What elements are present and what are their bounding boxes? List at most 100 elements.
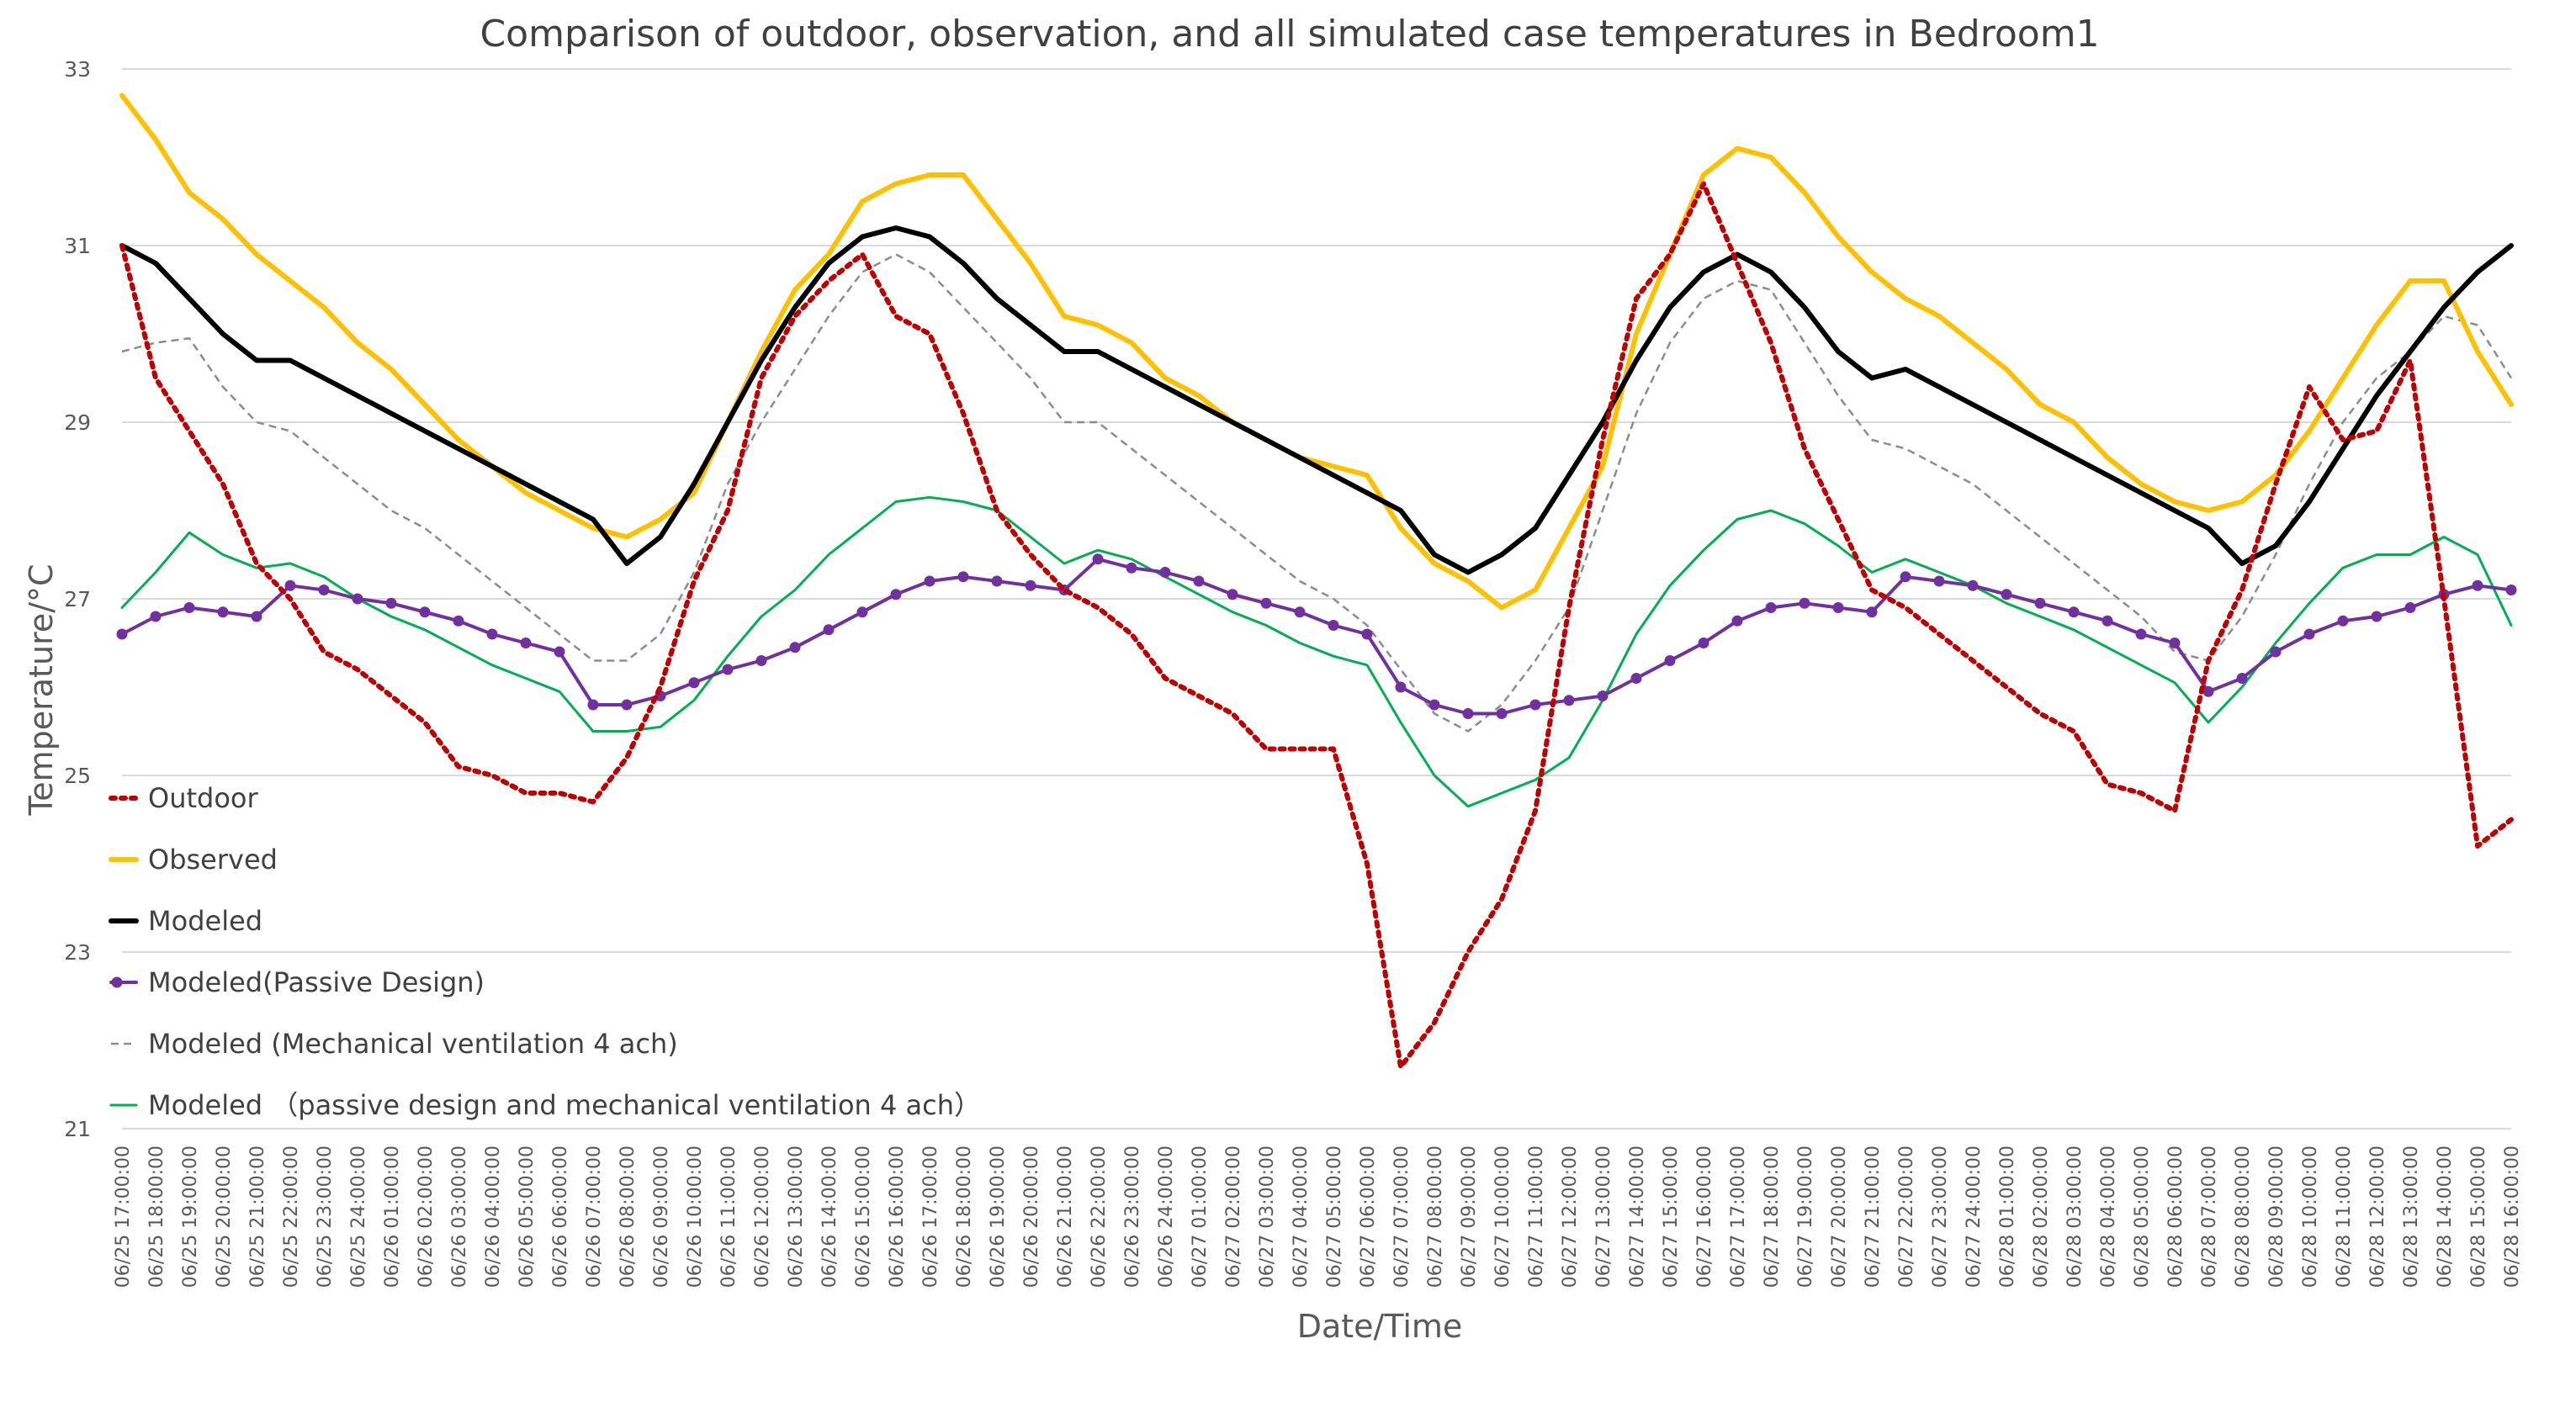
x-tick-label: 06/25 21:00:00	[247, 1146, 268, 1288]
x-tick-label: 06/27 16:00:00	[1694, 1146, 1715, 1288]
x-tick-label: 06/27 23:00:00	[1930, 1146, 1951, 1288]
legend-label: Outdoor	[148, 782, 258, 814]
x-tick-label: 06/27 17:00:00	[1728, 1146, 1749, 1288]
series-marker	[587, 699, 599, 711]
x-tick-label: 06/28 06:00:00	[2165, 1146, 2186, 1288]
series-marker	[2202, 685, 2214, 697]
x-tick-label: 06/27 21:00:00	[1863, 1146, 1884, 1288]
series-line	[120, 557, 2513, 716]
series-marker	[789, 642, 801, 653]
x-tick-label: 06/27 01:00:00	[1190, 1146, 1211, 1288]
x-tick-label: 06/28 05:00:00	[2132, 1146, 2153, 1288]
x-tick-label: 06/26 17:00:00	[920, 1146, 941, 1288]
series-marker	[284, 579, 296, 591]
series-line	[119, 225, 2514, 575]
x-tick-label: 06/28 11:00:00	[2334, 1146, 2355, 1288]
legend-item: Modeled （passive design and mechanical v…	[109, 1089, 981, 1121]
series-marker	[1462, 708, 1474, 719]
series-marker	[2102, 615, 2113, 627]
series-marker	[2169, 638, 2181, 648]
x-axis-title: Date/Time	[1297, 1308, 1463, 1345]
series-marker	[1260, 597, 1272, 609]
x-tick-label: 06/26 13:00:00	[786, 1146, 807, 1288]
x-tick-label: 06/26 23:00:00	[1122, 1146, 1143, 1288]
x-tick-label: 06/26 03:00:00	[449, 1146, 470, 1288]
legend-marker	[111, 976, 123, 988]
series-marker	[1529, 699, 1541, 711]
series-marker	[2505, 585, 2517, 595]
y-tick-label: 31	[64, 234, 91, 258]
x-tick-label: 06/28 14:00:00	[2435, 1146, 2456, 1288]
x-tick-label: 06/26 15:00:00	[853, 1146, 874, 1288]
x-tick-label: 06/26 21:00:00	[1055, 1146, 1076, 1288]
series-line	[119, 93, 2514, 611]
series-marker	[1428, 699, 1440, 711]
x-tick-label: 06/25 18:00:00	[146, 1146, 167, 1288]
series-marker	[1832, 602, 1844, 613]
y-tick-label: 23	[64, 940, 91, 965]
x-tick-label: 06/26 08:00:00	[617, 1146, 639, 1288]
x-tick-label: 06/26 05:00:00	[517, 1146, 538, 1288]
series-marker	[2303, 628, 2315, 640]
series-marker	[1294, 606, 1306, 618]
x-tick-label: 06/27 14:00:00	[1627, 1146, 1648, 1288]
y-tick-label: 21	[64, 1117, 91, 1141]
legend: Outdoor Observed Modeled Modeled(Passive De…	[109, 782, 981, 1121]
series-marker	[2472, 579, 2483, 591]
series-group	[116, 93, 2517, 1070]
x-tick-label: 06/26 19:00:00	[988, 1146, 1009, 1288]
series-marker	[1630, 673, 1642, 684]
x-tick-label: 06/28 10:00:00	[2300, 1146, 2321, 1288]
x-tick-label: 06/27 07:00:00	[1391, 1146, 1413, 1288]
series-marker	[621, 699, 633, 711]
legend-item: Outdoor	[109, 782, 258, 814]
series-marker	[890, 589, 902, 601]
x-axis-ticks: 06/25 17:00:00 06/25 18:00:00 06/25 19:00:…	[113, 1146, 2523, 1288]
x-tick-label: 06/28 15:00:00	[2468, 1146, 2489, 1288]
series-marker	[1933, 575, 1945, 587]
x-tick-label: 06/26 16:00:00	[887, 1146, 908, 1288]
x-tick-label: 06/27 03:00:00	[1257, 1146, 1278, 1288]
series-marker	[688, 677, 700, 689]
y-axis-ticks: 21 23 25 27 29 31 33	[64, 57, 91, 1141]
series-marker	[2135, 628, 2147, 640]
legend-item: Modeled(Passive Design)	[109, 966, 485, 998]
x-tick-label: 06/27 22:00:00	[1896, 1146, 1917, 1288]
series-marker	[856, 606, 868, 618]
x-tick-label: 06/26 14:00:00	[819, 1146, 840, 1288]
x-tick-label: 06/27 19:00:00	[1795, 1146, 1816, 1288]
x-tick-label: 06/27 12:00:00	[1560, 1146, 1581, 1288]
x-tick-label: 06/27 09:00:00	[1459, 1146, 1480, 1288]
x-tick-label: 06/28 13:00:00	[2401, 1146, 2422, 1288]
series-marker	[1092, 553, 1104, 565]
x-tick-label: 06/26 12:00:00	[752, 1146, 773, 1288]
series-marker	[991, 575, 1003, 587]
x-tick-label: 06/26 18:00:00	[954, 1146, 975, 1288]
series-marker	[385, 597, 397, 609]
x-tick-label: 06/28 02:00:00	[2031, 1146, 2052, 1288]
x-tick-label: 06/27 06:00:00	[1358, 1146, 1379, 1288]
legend-label: Observed	[148, 844, 278, 876]
series-marker	[1227, 589, 1238, 601]
y-tick-label: 25	[64, 764, 91, 788]
x-tick-label: 06/27 08:00:00	[1425, 1146, 1446, 1288]
legend-item: Observed	[109, 844, 278, 876]
x-tick-label: 06/28 16:00:00	[2502, 1146, 2523, 1288]
x-tick-label: 06/25 20:00:00	[214, 1146, 235, 1288]
x-tick-label: 06/27 18:00:00	[1762, 1146, 1783, 1288]
series-marker	[1664, 655, 1676, 666]
x-tick-label: 06/28 04:00:00	[2098, 1146, 2119, 1288]
x-tick-label: 06/26 22:00:00	[1089, 1146, 1110, 1288]
x-tick-label: 06/26 24:00:00	[1156, 1146, 1177, 1288]
series-marker	[1395, 681, 1407, 693]
x-tick-label: 06/27 20:00:00	[1829, 1146, 1850, 1288]
series-marker	[1900, 571, 1911, 583]
x-tick-label: 06/25 17:00:00	[113, 1146, 134, 1288]
legend-label: Modeled (Mechanical ventilation 4 ach)	[148, 1028, 678, 1060]
x-tick-label: 06/26 10:00:00	[685, 1146, 706, 1288]
series-marker	[352, 593, 363, 605]
legend-label: Modeled	[148, 905, 262, 937]
series-marker	[2034, 597, 2046, 609]
